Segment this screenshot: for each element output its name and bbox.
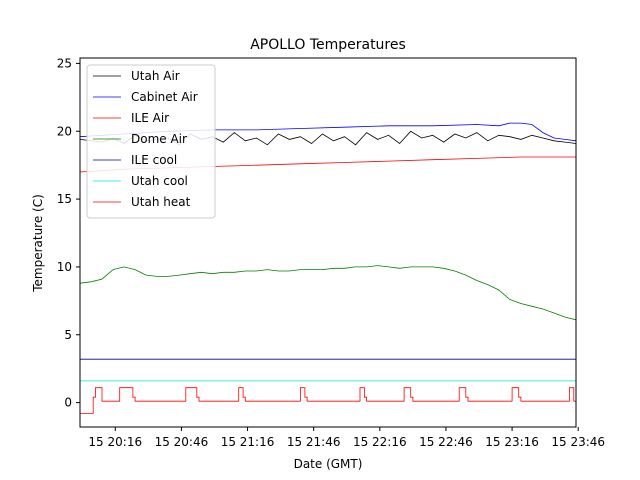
y-tick-label: 25	[57, 56, 72, 70]
y-axis-label: Temperature (C)	[31, 194, 45, 293]
legend-label-dome-air: Dome Air	[131, 132, 187, 146]
x-tick-label: 15 21:16	[221, 435, 275, 449]
series-line-dome-air	[80, 265, 576, 321]
y-tick-label: 5	[64, 328, 72, 342]
y-tick-label: 20	[57, 124, 72, 138]
legend-label-utah-air: Utah Air	[131, 69, 180, 83]
x-axis-label: Date (GMT)	[294, 457, 363, 471]
legend-label-ile-cool: ILE cool	[131, 153, 177, 167]
chart-title: APOLLO Temperatures	[250, 37, 406, 53]
legend-box	[86, 64, 216, 219]
legend: Utah Air Cabinet Air ILE Air Dome Air ILE co…	[86, 64, 216, 219]
legend-label-ile-air: ILE Air	[131, 111, 169, 125]
axes-frame	[79, 57, 577, 428]
y-tick-label: 10	[57, 260, 72, 274]
x-tick-label: 15 22:46	[419, 435, 473, 449]
x-tick-label: 15 23:16	[485, 435, 539, 449]
x-tick-label: 15 22:16	[353, 435, 407, 449]
series-line-utah-heat	[80, 387, 576, 414]
x-tick-label: 15 23:46	[551, 435, 605, 449]
legend-label-utah-heat: Utah heat	[131, 195, 191, 209]
legend-label-cabinet-air: Cabinet Air	[131, 90, 198, 104]
x-tick-label: 15 21:46	[287, 435, 341, 449]
x-tick-label: 15 20:16	[88, 435, 142, 449]
y-tick-label: 0	[64, 396, 72, 410]
legend-label-utah-cool: Utah cool	[131, 174, 188, 188]
x-tick-label: 15 20:46	[155, 435, 209, 449]
y-tick-label: 15	[57, 192, 72, 206]
axes-layer: 0 5 10 15 20 25 15 20:16 15 20:46 15 21:16 15 21:…	[57, 56, 605, 449]
